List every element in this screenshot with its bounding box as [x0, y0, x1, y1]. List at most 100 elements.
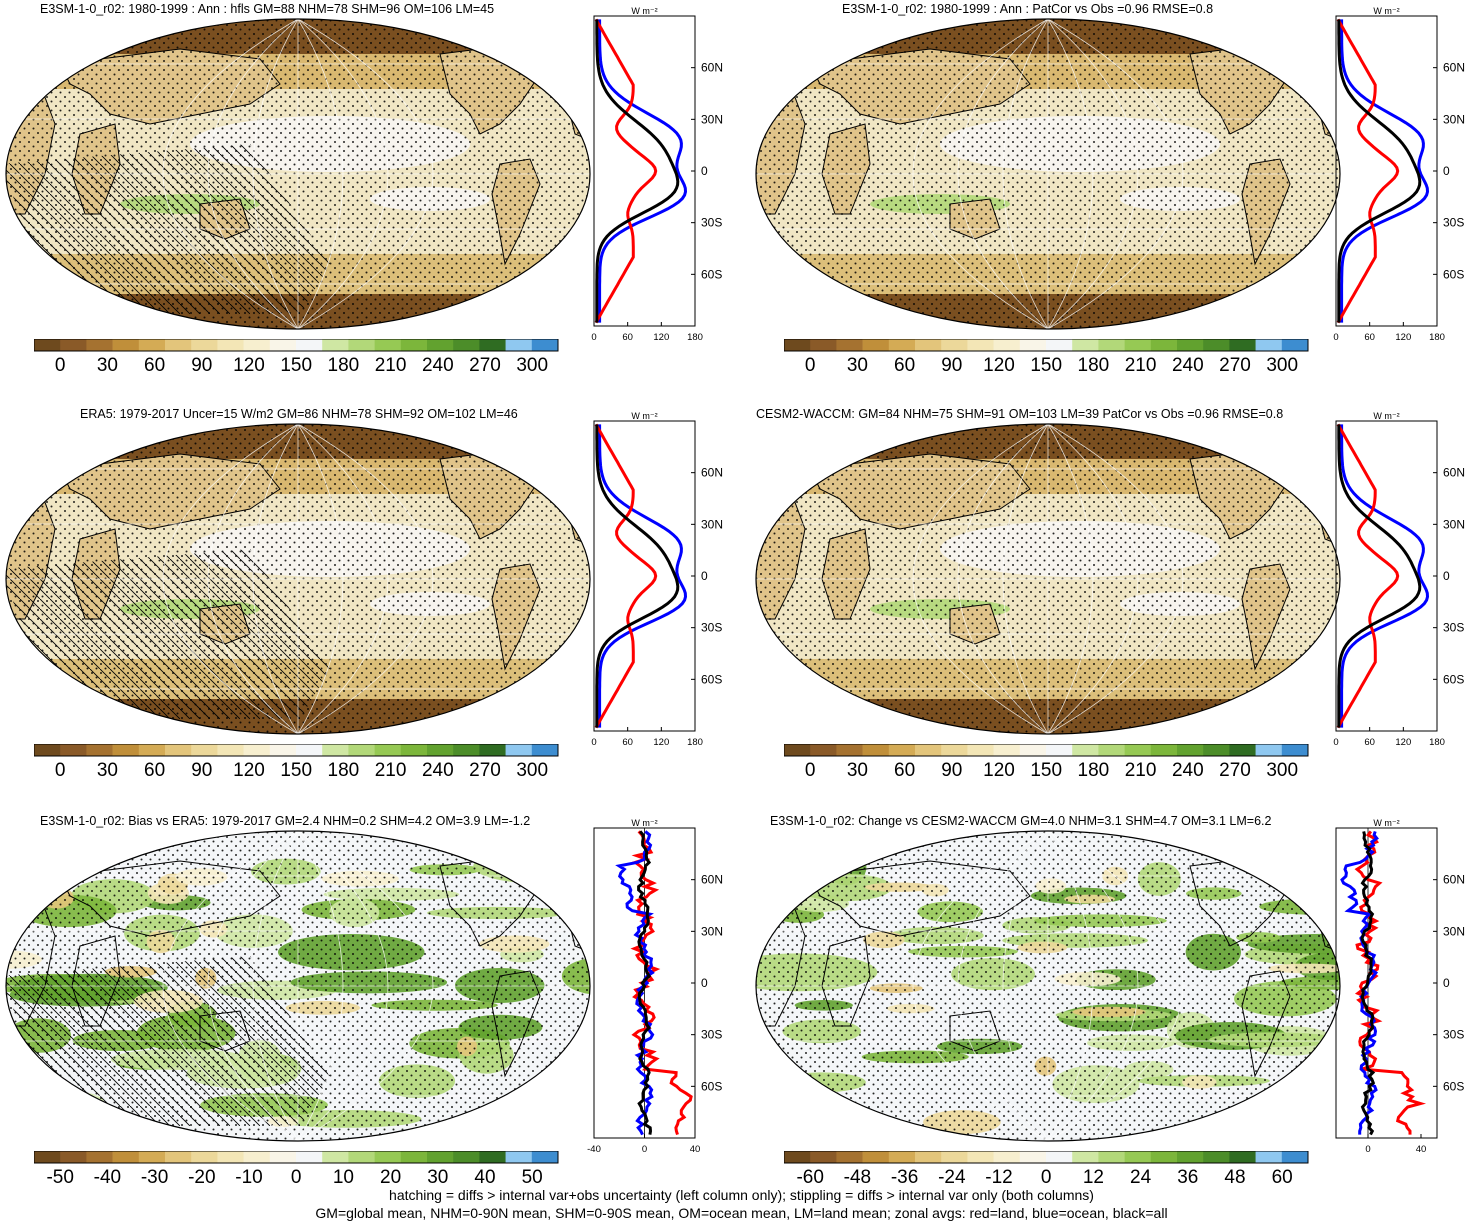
colorbar-labels: 0 30 60 90 120 150 180 210 240 270 300	[34, 760, 558, 784]
colorbar-tick-label: -36	[890, 1167, 919, 1188]
colorbar-swatch	[165, 744, 192, 756]
lat-tick-label: 30N	[701, 517, 723, 531]
zonal-mean-plot: W m⁻² 60N 30N 0 30S 60S 0 60 120 180	[591, 411, 723, 748]
all-zonal-line	[1337, 424, 1422, 728]
colorbar-swatch	[967, 1151, 994, 1163]
colorbar-swatch	[888, 1151, 916, 1163]
lat-tick-label: 60N	[1443, 873, 1465, 887]
stippling	[756, 831, 1340, 1141]
colorbar-swatch	[967, 744, 994, 756]
colorbar-swatch	[862, 744, 890, 756]
colorbar-swatch	[1072, 744, 1099, 756]
colorbar-swatch	[1255, 339, 1283, 351]
colorbar-tick-label: 210	[374, 355, 407, 376]
colorbar-swatch	[1203, 744, 1230, 756]
panel-title: ERA5: 1979-2017 Uncer=15 W/m2 GM=86 NHM=…	[80, 407, 518, 421]
colorbar-swatch	[348, 744, 375, 756]
lat-tick-label: 30N	[1443, 517, 1465, 531]
colorbar-swatch	[1124, 744, 1152, 756]
stippling	[756, 19, 1340, 329]
ocean-zonal-line	[1340, 19, 1430, 323]
zonal-mean-plot: W m⁻² 60N 30N 0 30S 60S 0 60 120 180	[1333, 411, 1465, 748]
colorbar-tick-label: -48	[843, 1167, 872, 1188]
colorbar-swatch	[322, 1151, 349, 1163]
land-zonal-line	[594, 423, 658, 729]
colorbar-tick-label: 180	[1077, 760, 1110, 781]
x-tick-label: 120	[653, 332, 669, 343]
colorbar-frame	[784, 1151, 1309, 1164]
x-tick-label: 0	[591, 737, 596, 748]
colorbar-tick-label: 60	[894, 760, 916, 781]
colorbar-swatch	[86, 1151, 113, 1163]
zonal-frame	[593, 420, 696, 732]
colorbar-swatch	[1046, 1151, 1073, 1163]
colorbar-swatch	[1203, 1151, 1230, 1163]
colorbar-tick-label: 60	[144, 355, 166, 376]
robinson-map	[5, 830, 591, 1142]
diff-blob	[756, 1108, 799, 1141]
colorbar-swatch	[993, 339, 1021, 351]
colorbar-swatch	[296, 1151, 323, 1163]
x-tick-label: 0	[1333, 737, 1338, 748]
colorbar-frame	[34, 339, 559, 352]
colorbar-swatch	[836, 1151, 863, 1163]
colorbar-swatch	[86, 339, 113, 351]
colorbar-swatch	[1177, 1151, 1204, 1163]
colorbar-swatch	[191, 1151, 218, 1163]
colorbar-swatch	[1019, 744, 1047, 756]
zonal-frame	[1335, 420, 1438, 732]
colorbar-tick-label: 120	[983, 760, 1015, 781]
x-tick-label: 180	[687, 737, 703, 748]
diff-blob	[774, 1084, 836, 1108]
colorbar-labels: -50 -40 -30 -20 -10 0 10 20 30 40 50	[34, 1167, 558, 1191]
x-tick-label: 180	[1429, 737, 1445, 748]
map-border	[755, 830, 1341, 1142]
robinson-map	[5, 18, 591, 330]
colorbar-swatch	[138, 339, 166, 351]
zonal-mean-plot: W m⁻² 60N 30N 0 30S 60S 0 60 120 180	[591, 6, 723, 343]
colorbar-tick-label: 150	[1030, 760, 1063, 781]
colorbar-swatch	[1177, 339, 1204, 351]
lat-tick-label: 60S	[701, 1079, 722, 1093]
colorbar-tick-label: -10	[235, 1167, 263, 1188]
zonal-mean-plot: W m⁻² 60N 30N 0 30S 60S 0 60 120 180	[1333, 6, 1465, 343]
colorbar-swatch	[862, 339, 890, 351]
colorbar-tick-label: -20	[188, 1167, 216, 1188]
colorbar-swatch	[269, 744, 297, 756]
lat-tick-label: 60S	[1443, 267, 1464, 281]
colorbar-swatch	[1019, 339, 1047, 351]
colorbar-swatch	[1072, 339, 1099, 351]
x-tick-label: 60	[622, 332, 633, 343]
colorbar-swatch	[784, 744, 811, 756]
lat-tick-label: 60S	[701, 672, 722, 686]
land-zonal-line	[594, 18, 658, 324]
colorbar-swatch	[810, 1151, 837, 1163]
colorbar-tick-label: 90	[941, 760, 963, 781]
colorbar	[34, 1151, 559, 1164]
x-tick-label: 180	[687, 332, 703, 343]
panel-change-vs-reference: E3SM-1-0_r02: Change vs CESM2-WACCM GM=4…	[742, 812, 1482, 1217]
colorbar-tick-label: -60	[796, 1167, 824, 1188]
map-border	[5, 830, 591, 1142]
colorbar-swatch	[453, 744, 480, 756]
panel-reference-model: CESM2-WACCM: GM=84 NHM=75 SHM=91 OM=103 …	[742, 405, 1482, 810]
colorbar-swatch	[1150, 1151, 1178, 1163]
colorbar-tick-label: 48	[1224, 1167, 1246, 1188]
colorbar-swatch	[531, 1151, 559, 1163]
colorbar-swatch	[296, 744, 323, 756]
ocean-zonal-line	[615, 830, 655, 1136]
colorbar-tick-label: -30	[140, 1167, 169, 1188]
colorbar-swatch	[862, 1151, 890, 1163]
lat-tick-label: 0	[1443, 976, 1450, 990]
colorbar-swatch	[479, 1151, 506, 1163]
colorbar-tick-label: 240	[1171, 355, 1204, 376]
colorbar-tick-label: 60	[894, 355, 916, 376]
colorbar-swatch	[348, 339, 375, 351]
colorbar-swatch	[112, 744, 140, 756]
colorbar-swatch	[296, 339, 323, 351]
colorbar-swatch	[374, 339, 402, 351]
colorbar-tick-label: 120	[233, 760, 265, 781]
colorbar-tick-label: 0	[804, 355, 816, 376]
lat-tick-label: 60N	[701, 466, 723, 480]
colorbar-swatch	[993, 1151, 1021, 1163]
